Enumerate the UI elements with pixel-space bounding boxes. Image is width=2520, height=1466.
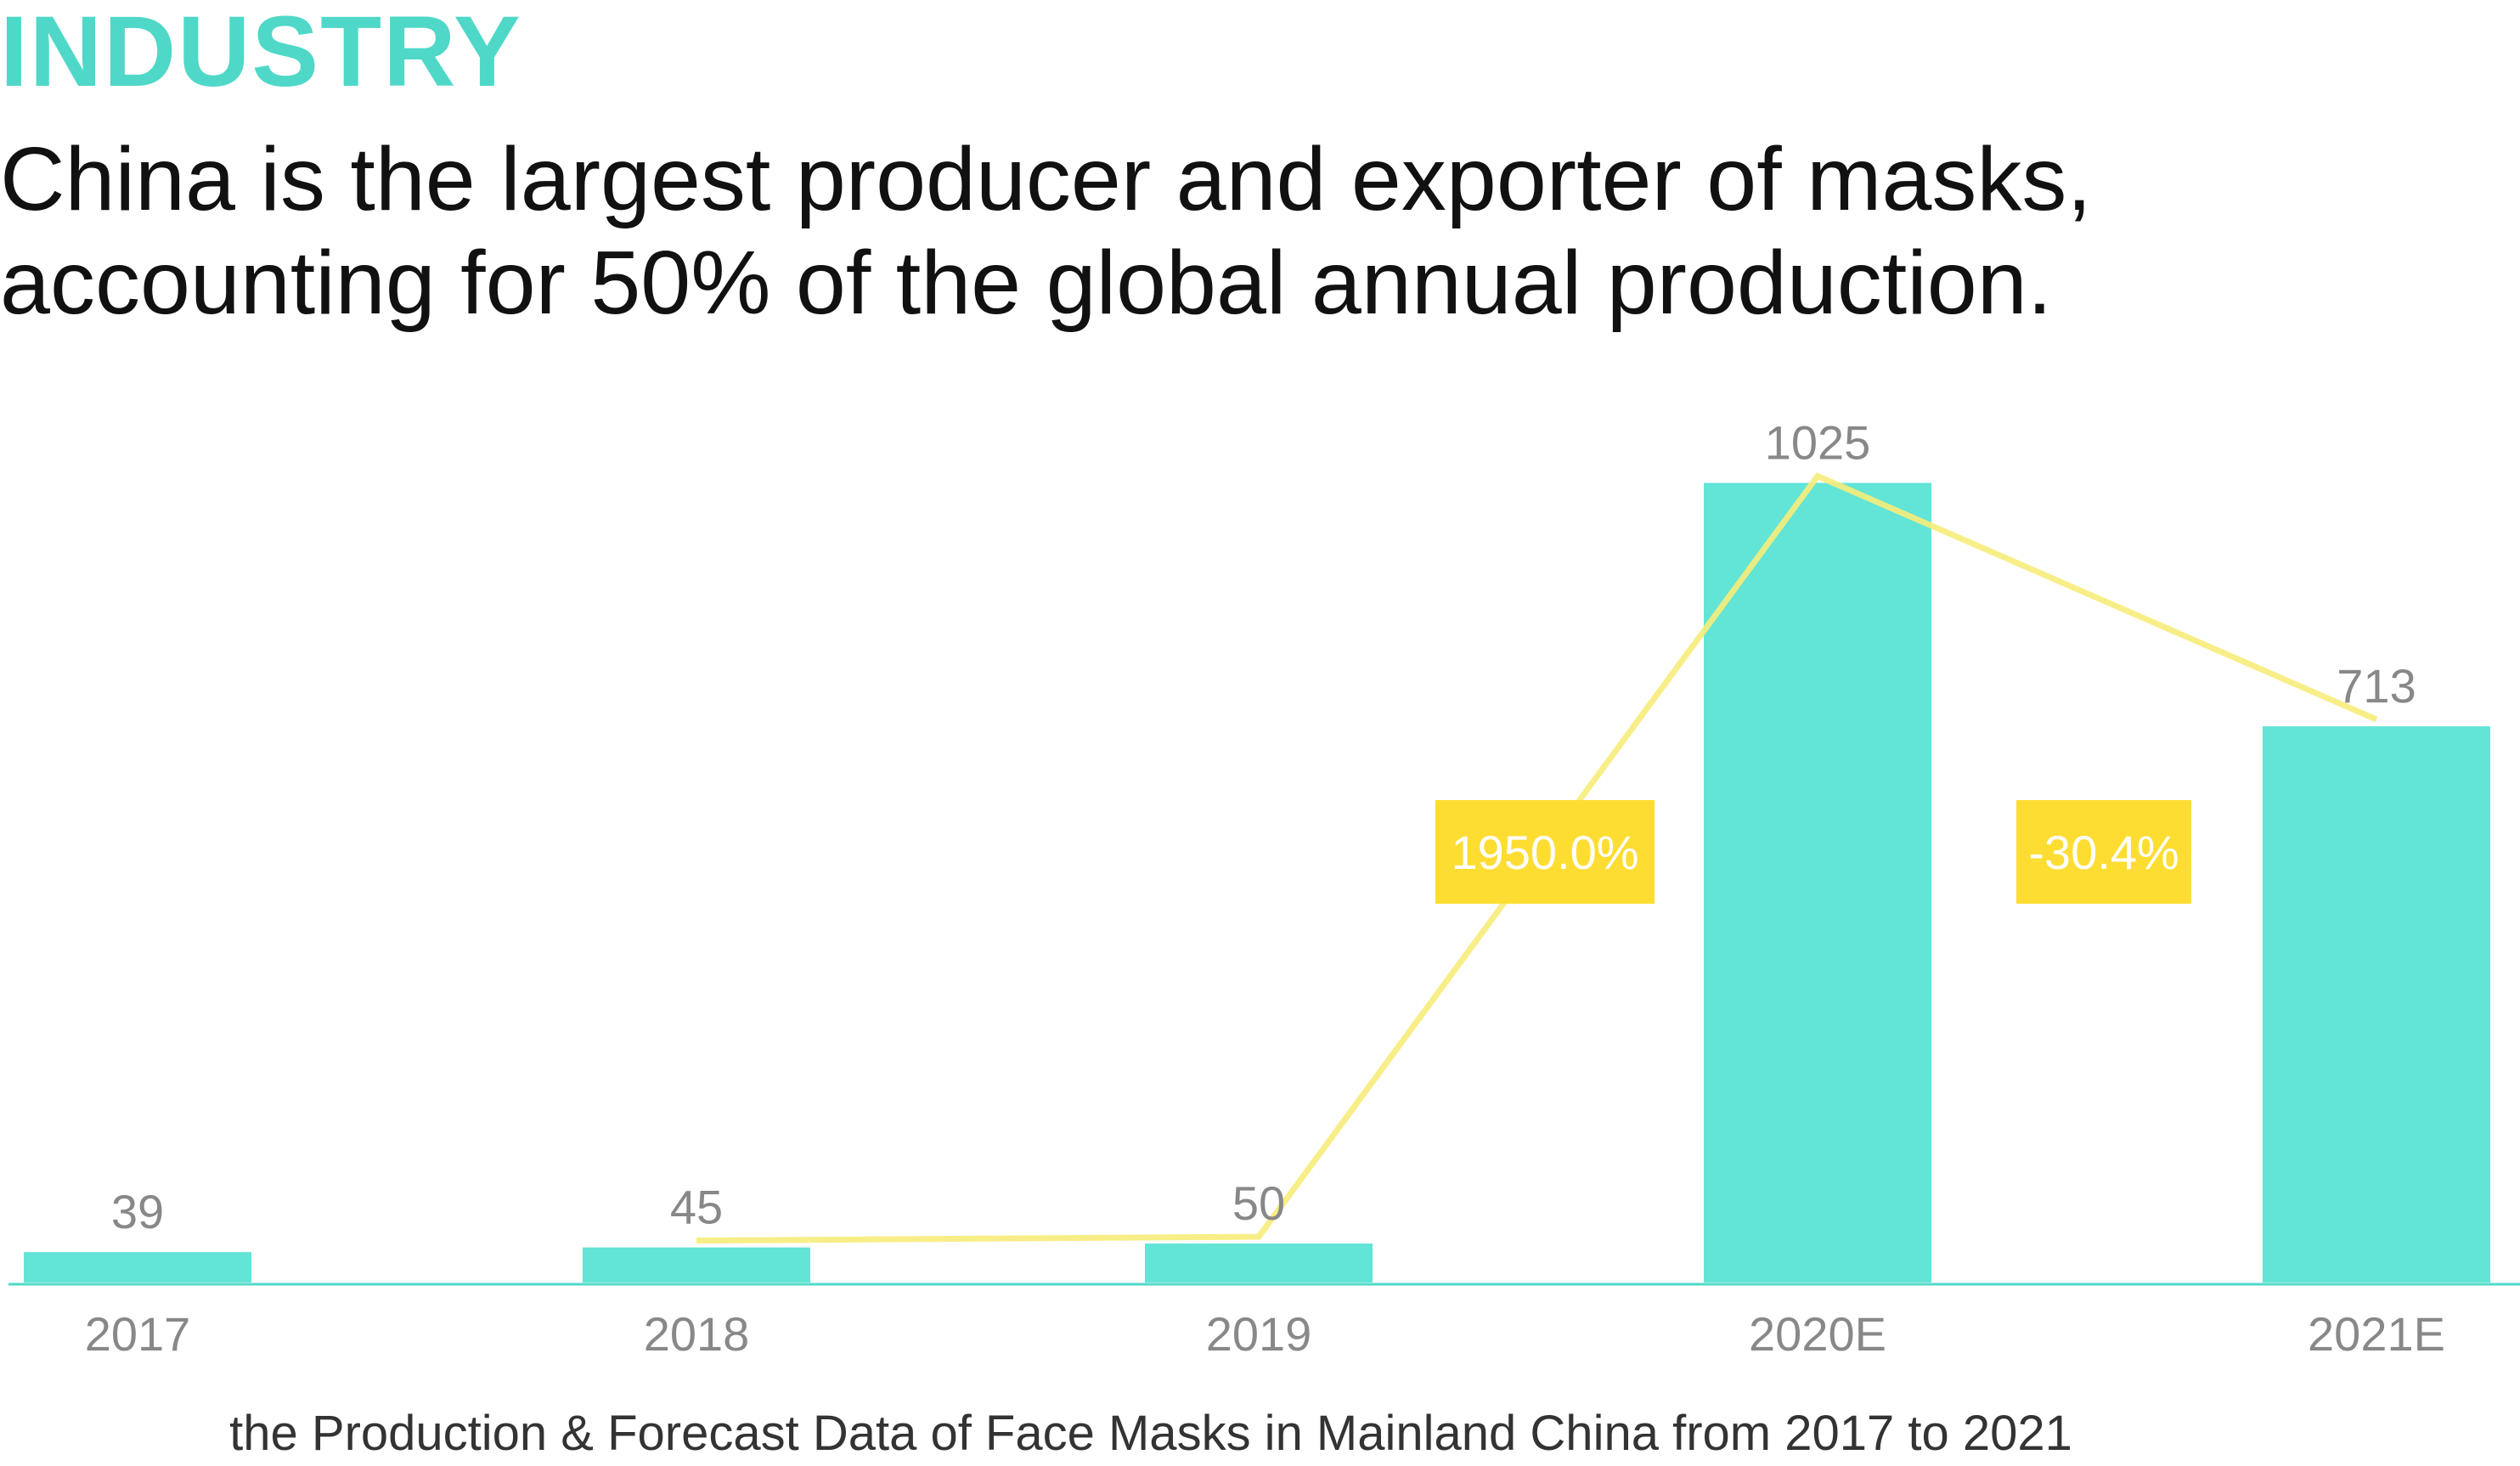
section-kicker: INDUSTRY — [0, 0, 522, 108]
tick-label-2020E: 2020E — [1749, 1307, 1886, 1361]
data-label-2018: 45 — [670, 1181, 723, 1234]
growth-badge-label: -30.4% — [2028, 826, 2179, 879]
data-label-2019: 50 — [1232, 1176, 1285, 1230]
tick-label-2018: 2018 — [644, 1307, 750, 1361]
growth-badge-box — [2016, 800, 2191, 904]
badges-layer: 1950.0% -30.4% — [1435, 800, 2191, 904]
tick-label-2019: 2019 — [1206, 1307, 1312, 1361]
bar-2019 — [1145, 1243, 1373, 1283]
data-label-2021E: 713 — [2337, 659, 2416, 713]
tick-label-2017: 2017 — [85, 1307, 191, 1361]
bar-2020E — [1704, 482, 1931, 1283]
data-label-2020E: 1025 — [1765, 416, 1871, 470]
bars-layer — [24, 482, 2490, 1283]
growth-badge-box — [1435, 800, 1655, 904]
data-label-2017: 39 — [111, 1185, 164, 1238]
chart-caption: the Production & Forecast Data of Face M… — [229, 1406, 2072, 1461]
bar-2021E — [2263, 726, 2490, 1283]
growth-badge: -30.4% — [2016, 800, 2191, 904]
labels-layer: 39 45 50 1025 713 2017 2018 2019 2020E 2021E — [85, 416, 2445, 1361]
headline: China is the largest producer and export… — [0, 129, 2092, 333]
bar-2018 — [583, 1247, 810, 1283]
growth-badge: 1950.0% — [1435, 800, 1655, 904]
tick-label-2021E: 2021E — [2308, 1307, 2445, 1361]
growth-badge-label: 1950.0% — [1451, 826, 1638, 879]
bar-2017 — [24, 1252, 251, 1283]
